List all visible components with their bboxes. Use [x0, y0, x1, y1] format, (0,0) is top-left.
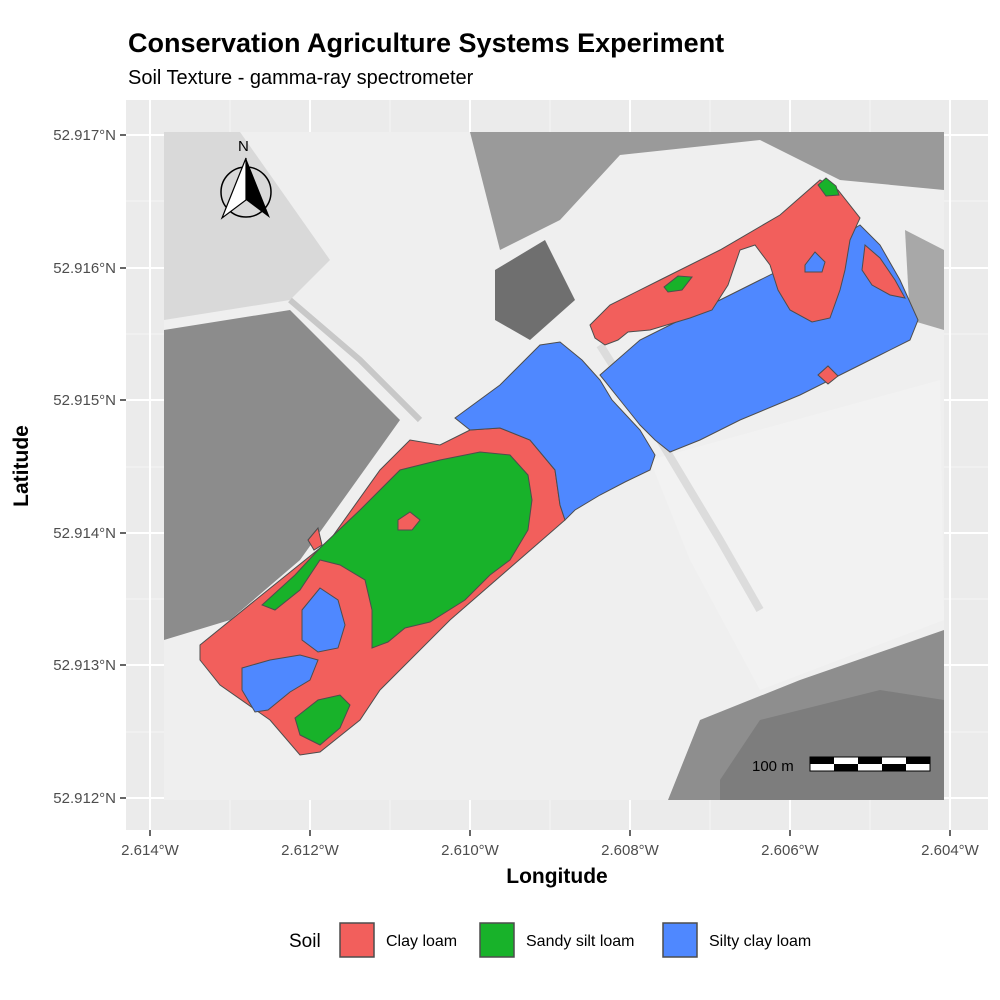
x-tick-label: 2.608°W	[601, 842, 660, 859]
legend-label: Clay loam	[386, 933, 457, 950]
north-arrow-icon	[246, 158, 270, 218]
legend-label: Silty clay loam	[709, 933, 811, 950]
legend: Soil Clay loam Sandy silt loam Silty cla…	[289, 922, 811, 958]
legend-key-sandy-silt-loam	[479, 922, 515, 958]
scale-bar-label: 100 m	[752, 758, 794, 775]
x-tick-label: 2.610°W	[441, 842, 500, 859]
silty-clay-loam-zone	[241, 654, 319, 713]
sandy-silt-loam-zone	[817, 177, 840, 197]
field-map	[199, 177, 919, 756]
legend-key-silty-clay-loam	[662, 922, 698, 958]
y-tick-label: 52.916°N	[53, 260, 116, 277]
x-tick-label: 2.612°W	[281, 842, 340, 859]
sandy-silt-loam-zone	[663, 275, 693, 293]
sandy-silt-loam-zone	[294, 694, 351, 746]
legend-label: Sandy silt loam	[526, 933, 635, 950]
x-tick-label: 2.606°W	[761, 842, 820, 859]
silty-clay-loam-zone	[301, 587, 346, 653]
sandy-silt-loam-zone	[261, 451, 533, 649]
x-tick-label: 2.614°W	[121, 842, 180, 859]
silty-clay-loam-zone	[804, 251, 826, 273]
y-axis-title: Latitude	[10, 425, 33, 507]
clay-loam-zone	[397, 511, 421, 531]
x-tick-label: 2.604°W	[921, 842, 980, 859]
map-subtitle: Soil Texture - gamma-ray spectrometer	[128, 67, 474, 89]
north-arrow-label: N	[238, 138, 249, 155]
scale-bar: 100 m	[752, 756, 931, 775]
x-axis-title: Longitude	[506, 865, 607, 888]
legend-key-clay-loam	[339, 922, 375, 958]
north-arrow: N	[220, 138, 272, 220]
legend-title: Soil	[289, 931, 321, 952]
clay-loam-zone	[861, 244, 906, 299]
y-tick-label: 52.912°N	[53, 790, 116, 807]
map-title: Conservation Agriculture Systems Experim…	[128, 28, 724, 58]
clay-loam-zone	[307, 526, 323, 551]
clay-loam-zone	[589, 179, 861, 346]
x-axis: 2.614°W 2.612°W 2.610°W 2.608°W 2.606°W …	[121, 830, 980, 888]
y-tick-label: 52.915°N	[53, 392, 116, 409]
y-tick-label: 52.914°N	[53, 525, 116, 542]
silty-clay-loam-zone	[454, 341, 656, 521]
y-tick-label: 52.913°N	[53, 657, 116, 674]
y-tick-label: 52.917°N	[53, 127, 116, 144]
y-axis: 52.917°N 52.916°N 52.915°N 52.914°N 52.9…	[10, 127, 126, 807]
clay-loam-zone	[817, 365, 839, 385]
